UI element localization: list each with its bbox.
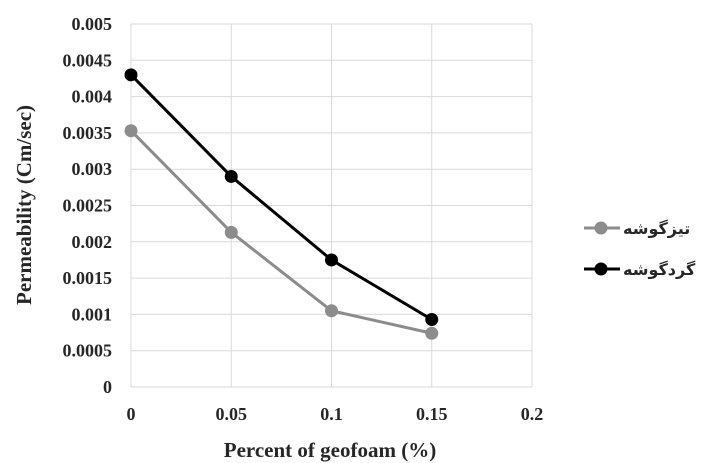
y-tick-label: 0.0015 bbox=[63, 268, 113, 288]
series-line bbox=[129, 129, 433, 335]
grid bbox=[130, 23, 533, 388]
y-tick-label: 0.001 bbox=[72, 304, 113, 324]
legend-item: گردگوشه bbox=[584, 260, 696, 279]
x-tick-label: 0.05 bbox=[216, 404, 248, 424]
legend-label: تیزگوشه bbox=[623, 219, 690, 238]
series-2 bbox=[124, 68, 439, 326]
data-point bbox=[124, 124, 138, 138]
y-tick-label: 0 bbox=[103, 377, 112, 397]
x-tick-label: 0.15 bbox=[416, 404, 448, 424]
legend: تیزگوشه گردگوشه bbox=[584, 219, 696, 279]
series-layer bbox=[124, 68, 439, 340]
data-point bbox=[224, 169, 238, 183]
x-axis-title: Percent of geofoam (%) bbox=[224, 438, 436, 462]
y-tick-label: 0.0025 bbox=[63, 196, 113, 216]
data-point bbox=[124, 68, 138, 82]
data-point bbox=[425, 326, 439, 340]
tick-labels: 0 0.0005 0.001 0.0015 0.002 0.0025 0.003 0.0035… bbox=[63, 14, 544, 424]
y-tick-label: 0.0005 bbox=[63, 341, 113, 361]
y-tick-label: 0.003 bbox=[72, 159, 113, 179]
data-point bbox=[325, 304, 338, 318]
y-tick-label: 0.0035 bbox=[63, 123, 113, 143]
legend-item: تیزگوشه bbox=[584, 219, 690, 238]
series-line bbox=[129, 73, 433, 321]
y-tick-label: 0.004 bbox=[72, 87, 113, 107]
data-point bbox=[224, 225, 238, 239]
y-tick-label: 0.002 bbox=[72, 232, 113, 252]
y-axis-title: Permeability (Cm/sec) bbox=[12, 105, 36, 305]
y-tick-label: 0.0045 bbox=[63, 50, 113, 70]
legend-marker bbox=[594, 262, 608, 276]
y-tick-label: 0.005 bbox=[72, 14, 113, 34]
x-tick-label: 0 bbox=[127, 404, 136, 424]
data-point bbox=[325, 253, 338, 267]
series-1 bbox=[124, 124, 439, 340]
x-tick-label: 0.2 bbox=[521, 404, 544, 424]
legend-marker bbox=[594, 221, 608, 235]
data-point bbox=[425, 312, 439, 326]
legend-label: گردگوشه bbox=[623, 260, 696, 279]
x-tick-label: 0.1 bbox=[320, 404, 343, 424]
